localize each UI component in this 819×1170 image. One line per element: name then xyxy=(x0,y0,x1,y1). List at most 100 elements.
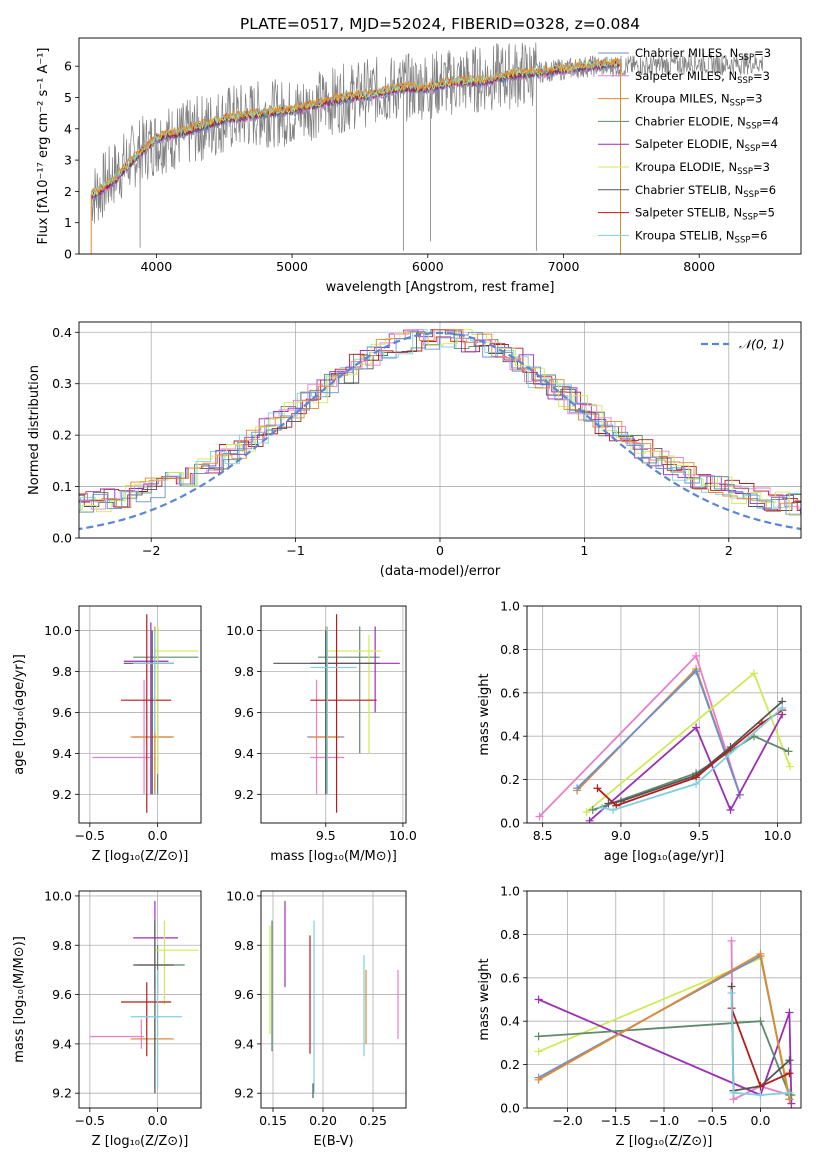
model-spectrum-6 xyxy=(90,58,621,198)
residual-histogram-4 xyxy=(79,329,801,511)
y-tick-label: 9.6 xyxy=(52,987,72,1002)
weight-line-9 xyxy=(602,707,783,811)
weight-marker xyxy=(756,949,765,958)
weight-marker xyxy=(609,805,618,814)
age-vs-mass-axes: 9.5 10.0 9.2 9.4 9.6 9.8 10.0 mass [log₁₀(M/M⊙)… xyxy=(226,605,417,864)
y-tick-label: 6 xyxy=(64,59,72,74)
y-tick-label: 0.8 xyxy=(500,927,520,942)
x-axis-label: Z [log₁₀(Z/Z⊙)] xyxy=(92,849,189,864)
weight-marker xyxy=(726,805,735,814)
y-tick-label: 9.8 xyxy=(52,664,72,679)
weight-marker xyxy=(535,812,544,821)
weight-marker xyxy=(588,805,597,814)
y-tick-label: 9.2 xyxy=(52,787,72,802)
legend-label-2: Salpeter MILES, NSSP=3 xyxy=(635,69,770,86)
legend-label-4: Chabrier ELODIE, NSSP=4 xyxy=(635,114,779,131)
y-tick-label: 10.0 xyxy=(226,888,254,903)
x-axis-label: wavelength [Angstrom, rest frame] xyxy=(326,280,555,295)
model-spectrum-3 xyxy=(90,60,621,198)
x-tick-label: 1 xyxy=(580,543,588,558)
legend-label-9: Kroupa STELIB, NSSP=6 xyxy=(635,228,767,245)
axis-layer: −2.0 −1.5 −1.0 −0.5 0.0 0.0 0.2 0.4 0.6 0.8 1.0 Z [… xyxy=(477,884,802,1149)
axes-frame xyxy=(260,605,407,824)
residual-histogram-7 xyxy=(79,329,801,517)
y-axis-label: mass weight xyxy=(477,958,492,1040)
plot-area xyxy=(79,329,801,531)
axis-layer: 8.5 9.0 9.5 10.0 0.0 0.2 0.4 0.6 0.8 1.0 age [log₁… xyxy=(477,599,802,864)
axis-layer: −2 −1 0 1 2 0.0 0.1 0.2 0.3 0.4 (data-model)/error… xyxy=(27,321,802,579)
y-tick-label: 9.2 xyxy=(234,1086,254,1101)
x-tick-label: 2 xyxy=(725,543,733,558)
weight-marker xyxy=(787,1099,796,1108)
x-axis-label: mass [log₁₀(M/M⊙)] xyxy=(270,849,397,864)
x-tick-label: 7000 xyxy=(548,259,580,274)
y-tick-label: 4 xyxy=(64,121,72,136)
residual-histogram-6 xyxy=(79,329,801,510)
weight-marker xyxy=(785,1088,794,1097)
weight-marker xyxy=(727,936,736,945)
x-tick-label: −2 xyxy=(142,543,160,558)
weight-line-3 xyxy=(538,998,793,1104)
x-tick-label: 9.5 xyxy=(316,828,336,843)
weight-marker xyxy=(604,799,613,808)
plot-area xyxy=(269,900,399,1099)
weight-vs-age-axes: 8.5 9.0 9.5 10.0 0.0 0.2 0.4 0.6 0.8 1.0 age [log₁… xyxy=(477,599,802,864)
axis-layer: 4000 5000 6000 7000 8000 0 1 2 3 4 5 6 wavelength [A… xyxy=(36,37,802,295)
weight-marker xyxy=(692,779,701,788)
weight-line-4 xyxy=(585,671,791,813)
y-axis-label: Normed distribution xyxy=(27,365,42,495)
weight-marker xyxy=(785,1056,794,1065)
x-tick-label: 5000 xyxy=(276,259,308,274)
y-tick-label: 0.4 xyxy=(500,1014,520,1029)
legend-normal-label: 𝒩(0, 1) xyxy=(739,337,785,352)
weight-marker xyxy=(692,667,701,676)
y-tick-label: 10.0 xyxy=(44,888,72,903)
y-tick-label: 9.4 xyxy=(234,746,254,761)
plot-area xyxy=(273,614,400,813)
y-tick-label: 10.0 xyxy=(226,623,254,638)
y-tick-label: 0.6 xyxy=(500,970,520,985)
x-tick-label: 10.0 xyxy=(389,828,417,843)
legend-label-5: Salpeter ELODIE, NSSP=4 xyxy=(635,137,778,154)
y-tick-label: 0.4 xyxy=(52,325,72,340)
x-tick-label: 4000 xyxy=(140,259,172,274)
y-tick-label: 1.0 xyxy=(500,599,520,614)
y-tick-label: 0.1 xyxy=(52,479,72,494)
weight-marker xyxy=(582,808,591,817)
mass-vs-ebv-axes: 0.15 0.20 0.25 9.2 9.4 9.6 9.8 10.0 E(B-V) xyxy=(226,888,407,1149)
weight-marker xyxy=(692,723,701,732)
x-tick-label: −0.5 xyxy=(75,828,105,843)
x-tick-label: 9.0 xyxy=(611,828,631,843)
weight-marker xyxy=(727,988,736,997)
y-axis-label: mass weight xyxy=(477,673,492,755)
model-spectrum-8 xyxy=(90,58,621,197)
y-tick-label: 0.0 xyxy=(52,531,72,546)
axes-frame xyxy=(526,605,802,824)
y-tick-label: 5 xyxy=(64,90,72,105)
x-tick-label: −0.5 xyxy=(697,1113,727,1128)
axis-layer: −0.5 0.0 9.2 9.4 9.6 9.8 10.0 Z [log₁₀(Z/Z⊙)] ag… xyxy=(12,605,202,864)
y-tick-label: 0.8 xyxy=(500,642,520,657)
y-tick-label: 0.0 xyxy=(500,816,520,831)
weight-marker xyxy=(785,1069,794,1078)
x-tick-label: 8.5 xyxy=(533,828,553,843)
y-tick-label: 0.2 xyxy=(500,772,520,787)
weight-marker xyxy=(756,1090,765,1099)
model-spectrum-2 xyxy=(90,59,621,200)
axes-frame xyxy=(78,37,802,255)
y-tick-label: 9.8 xyxy=(52,938,72,953)
y-axis-label: Flux [fλ10⁻¹⁷ erg cm⁻² s⁻¹ A⁻¹] xyxy=(36,48,51,245)
weight-marker xyxy=(786,762,795,771)
figure-title: PLATE=0517, MJD=52024, FIBERID=0328, z=0… xyxy=(240,15,640,33)
y-tick-label: 0.2 xyxy=(500,1057,520,1072)
x-tick-label: 0.20 xyxy=(309,1113,337,1128)
x-axis-label: (data-model)/error xyxy=(380,564,501,579)
x-tick-label: 0 xyxy=(436,543,444,558)
x-axis-label: Z [log₁₀(Z/Z⊙)] xyxy=(616,1134,713,1149)
y-tick-label: 9.2 xyxy=(234,787,254,802)
model-spectrum-7 xyxy=(90,58,621,197)
x-tick-label: 6000 xyxy=(412,259,444,274)
y-tick-label: 9.6 xyxy=(52,705,72,720)
y-tick-label: 9.4 xyxy=(52,746,72,761)
